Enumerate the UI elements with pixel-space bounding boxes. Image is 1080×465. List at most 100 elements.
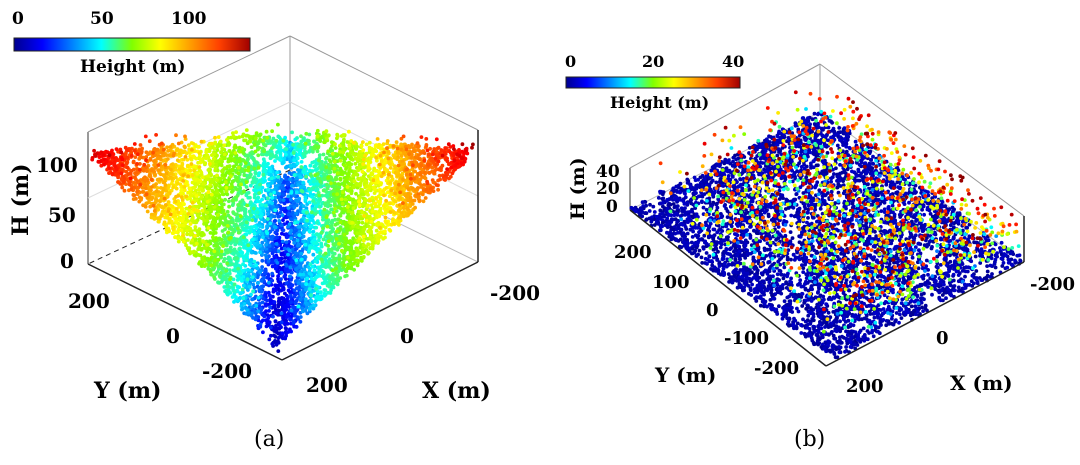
panel-a-point [406,187,411,192]
panel-a-point [186,212,191,216]
panel-a-point [260,203,264,207]
panel-a-point [135,189,140,194]
panel-a-point [248,230,253,234]
panel-a-point [182,188,187,193]
panel-a-point [423,176,428,181]
panel-a-point [374,149,379,154]
panel-a-point [445,167,449,172]
panel-a-point [166,176,171,181]
panel-a-point [449,165,454,170]
panel-a-point [301,230,306,235]
panel-a-point [181,223,185,228]
panel-a-point [319,230,324,235]
panel-a-point [205,177,209,182]
panel-a-point [283,142,288,147]
panel-a-point [296,243,300,248]
panel-a-point [315,255,320,259]
panel-a-point [258,182,262,187]
panel-a-point [363,198,368,203]
panel-a-point [226,230,231,235]
panel-a-point [349,211,354,215]
panel-a-point [325,186,330,191]
panel-a-point [214,238,218,242]
panel-a-point [301,234,306,239]
panel-a-point [282,246,287,251]
panel-a-point [143,179,148,184]
panel-a-point [195,229,200,234]
panel-a-point [279,223,284,228]
panel-a-point [219,199,224,204]
panel-a-point [452,167,457,172]
panel-a-point [386,176,390,180]
panel-a-point [304,131,309,136]
panel-a-point [404,147,409,152]
panel-a-point [401,134,406,139]
panel-a-point [366,192,370,197]
panel-a-point [248,183,253,188]
panel-a-point [294,258,299,263]
panel-a-point [297,196,302,201]
panel-a-point [422,158,427,163]
panel-a-point [315,187,320,192]
panel-a-point [244,180,249,185]
panel-a-point [148,204,153,209]
panel-a-point [152,209,157,213]
panel-a-point [352,152,357,157]
panel-a-point [242,182,247,187]
panel-a-point [440,153,445,158]
panel-a-point [209,141,214,146]
panel-a-point [311,186,316,191]
panel-a-point [301,180,306,185]
panel-a-point [395,150,400,155]
panel-a-point [338,158,343,163]
panel-a-point [262,219,267,224]
panel-a-point [470,145,474,150]
panel-a-point [208,162,212,166]
panel-a-point [165,157,170,161]
panel-a-point [180,219,185,224]
panel-a-point [231,131,235,136]
panel-a-point [252,206,256,211]
panel-a-point [276,175,280,179]
panel-a-point [299,165,304,169]
panel-a-point [166,209,171,214]
panel-a-point [322,207,327,212]
panel-a-point [137,199,142,204]
panel-a-point [319,244,324,249]
panel-a-point [175,147,180,151]
panel-a-point [294,203,299,208]
panel-a-point [291,193,296,198]
panel-a-point [244,185,249,189]
panel-a-point [231,198,235,203]
panel-a-point [268,156,273,161]
panel-a-point [147,139,152,144]
panel-a-point [381,170,386,175]
panel-a-point [318,184,323,189]
panel-a-point [328,159,333,164]
panel-a-point [438,167,443,171]
panel-a-point [156,168,161,173]
panel-a-point [197,187,201,192]
panel-a-point [421,199,426,204]
panel-a-point [315,232,320,237]
panel-a-point [225,138,229,142]
panel-a-point [131,160,136,165]
panel-a-point [305,210,309,215]
panel-a-point [253,218,258,223]
panel-a-point [342,137,346,142]
panel-a-point [366,165,371,170]
panel-a-point [257,191,261,196]
panel-a-point [426,152,431,157]
panel-a-point [422,151,427,156]
panel-a-point [314,225,319,230]
panel-a-point [434,162,439,167]
panel-a-point [385,146,389,151]
panel-a-point [308,163,313,168]
panel-a-point [225,250,230,255]
panel-a-point [272,214,277,219]
panel-a-point [270,251,275,256]
panel-a-point [281,228,286,233]
panel-a-point [308,172,313,177]
panel-a-point [190,173,195,178]
